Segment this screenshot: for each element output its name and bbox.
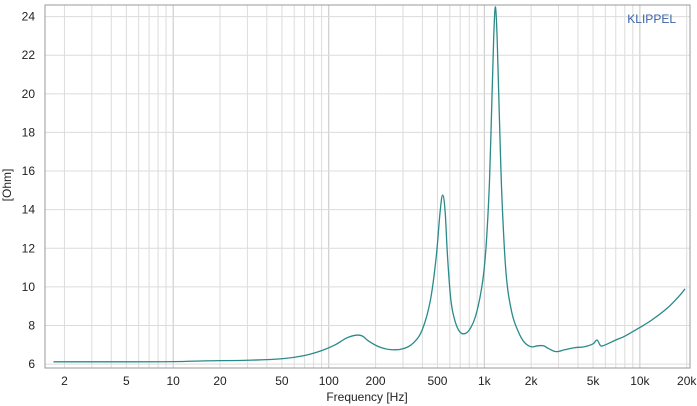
x-tick-labels: 2 5 10 20 50 100 200 500 1k 2k 5k 10k 20k <box>61 374 697 388</box>
x-tick-label: 20 <box>213 374 227 388</box>
y-tick-label: 12 <box>22 241 36 255</box>
plot-frame <box>44 4 691 369</box>
x-tick-label: 5k <box>587 374 601 388</box>
y-tick-label: 20 <box>22 87 36 101</box>
y-tick-label: 24 <box>22 10 36 24</box>
grid-lines <box>45 5 690 368</box>
x-tick-label: 2k <box>525 374 539 388</box>
x-tick-label: 50 <box>275 374 289 388</box>
x-tick-label: 1k <box>478 374 492 388</box>
x-tick-label: 200 <box>366 374 386 388</box>
x-tick-label: 100 <box>319 374 339 388</box>
x-tick-label: 500 <box>427 374 447 388</box>
x-tick-label: 10 <box>166 374 180 388</box>
x-tick-label: 20k <box>677 374 697 388</box>
y-tick-label: 10 <box>22 280 36 294</box>
y-tick-labels: 6 8 10 12 14 16 18 20 22 24 <box>22 10 36 372</box>
y-tick-label: 22 <box>22 48 36 62</box>
impedance-curve <box>53 6 686 363</box>
y-axis-label: [Ohm] <box>0 169 14 202</box>
x-tick-label: 2 <box>61 374 68 388</box>
y-tick-label: 14 <box>22 203 36 217</box>
y-tick-label: 8 <box>28 319 35 333</box>
x-axis-label: Frequency [Hz] <box>326 390 407 404</box>
watermark: KLIPPEL <box>627 12 676 26</box>
y-tick-label: 18 <box>22 125 36 139</box>
x-tick-label: 10k <box>630 374 650 388</box>
y-tick-label: 16 <box>22 164 36 178</box>
y-tick-label: 6 <box>28 357 35 371</box>
x-tick-label: 5 <box>123 374 130 388</box>
